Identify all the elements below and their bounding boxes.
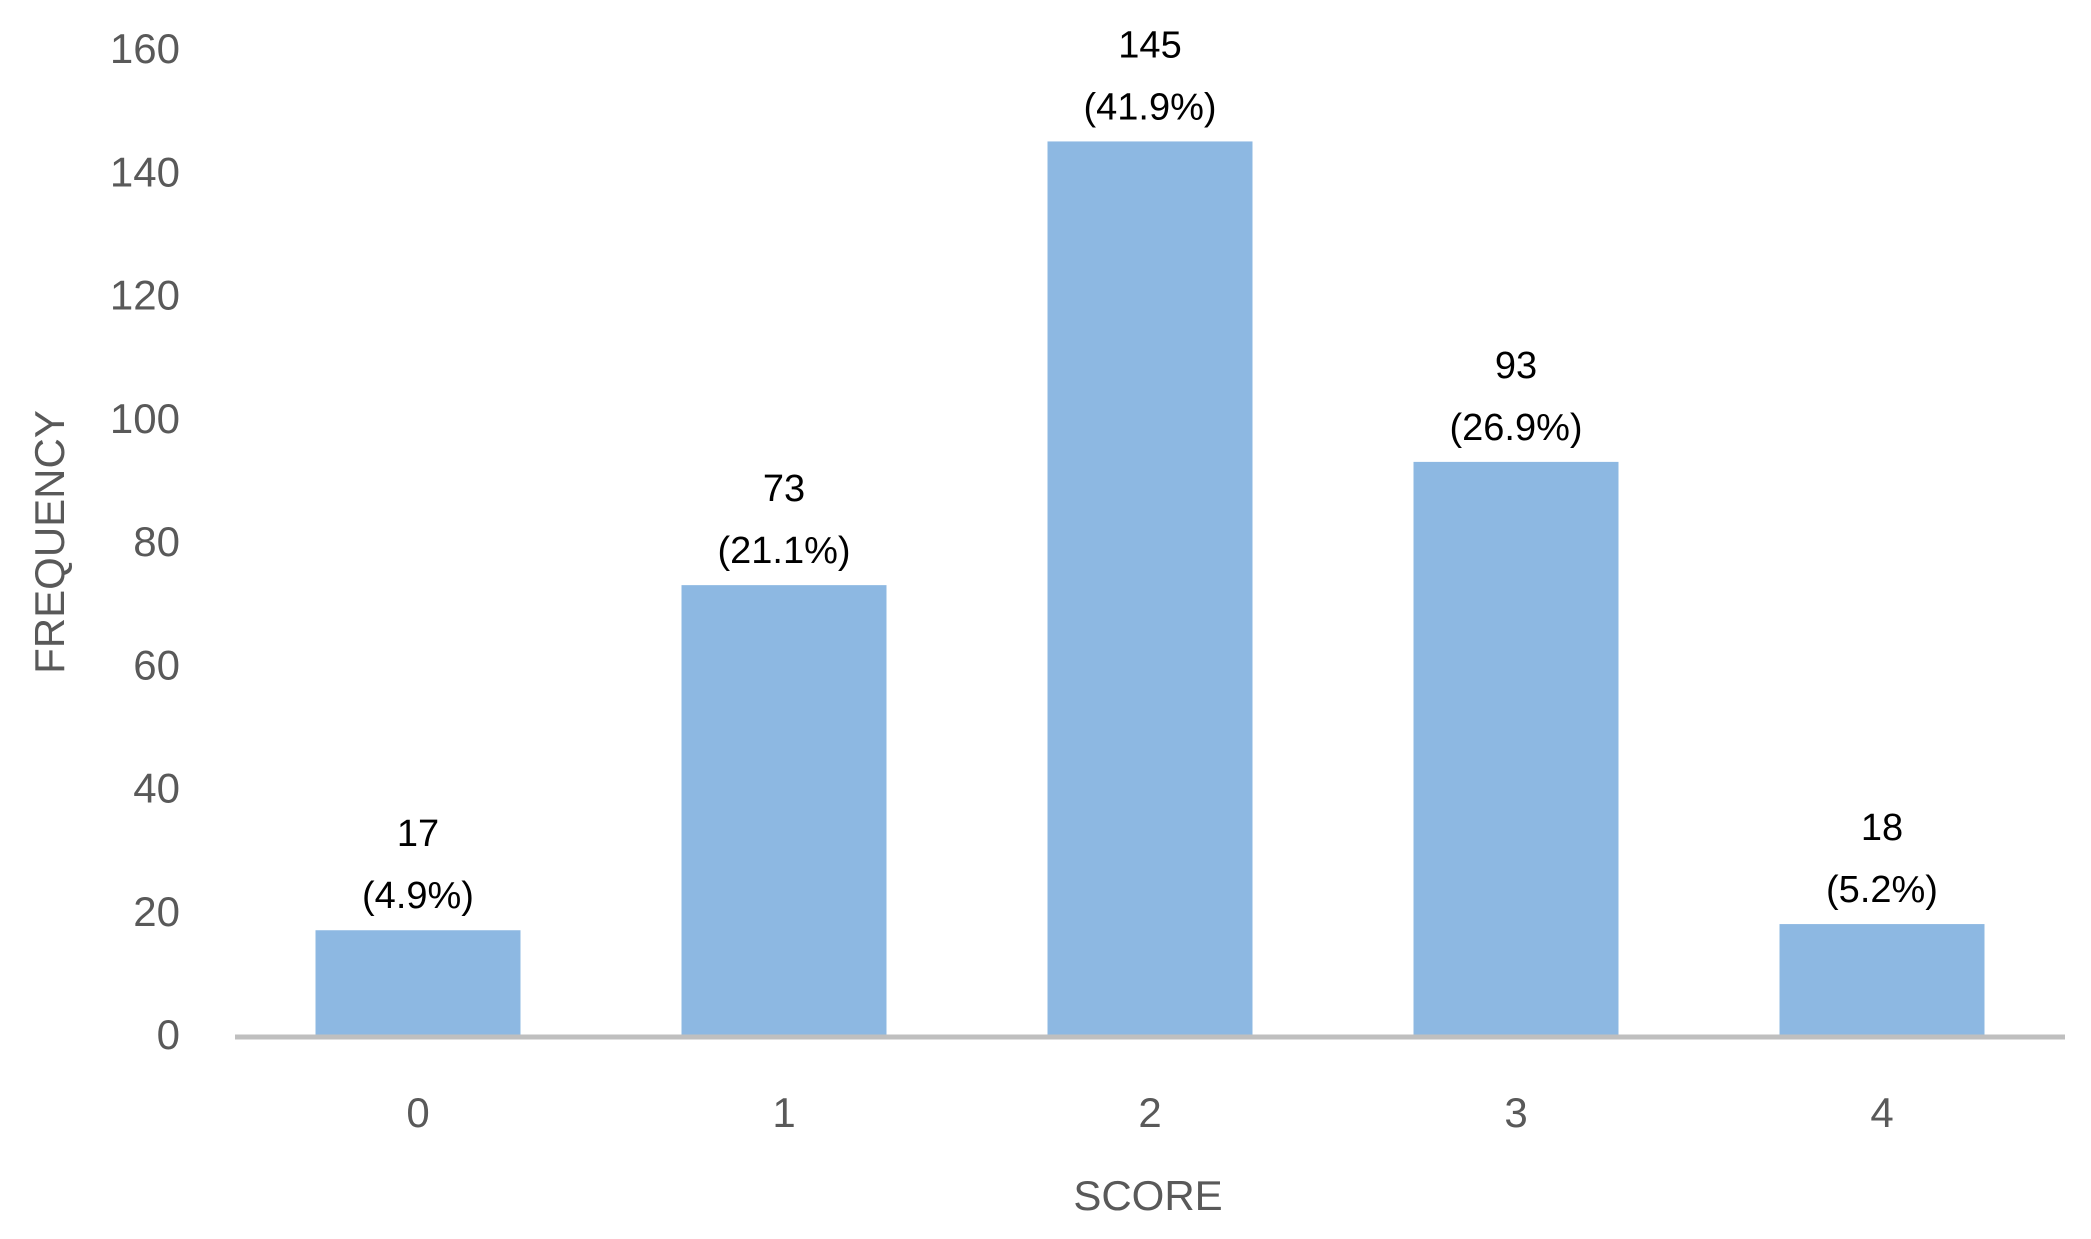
x-tick-label: 1 (772, 1089, 795, 1136)
x-axis-ticks: 0 1 2 3 4 (406, 1089, 1893, 1136)
bar-value-label: 73 (763, 468, 805, 510)
y-tick-label: 140 (110, 148, 180, 195)
y-axis-ticks: 0 20 40 60 80 100 120 140 160 (110, 25, 180, 1058)
y-tick-label: 20 (133, 888, 180, 935)
bars (315, 141, 1985, 1035)
bar-percent-label: (21.1%) (717, 530, 850, 572)
bar (1779, 924, 1985, 1035)
bar (1047, 141, 1253, 1035)
bar-value-label: 18 (1861, 807, 1903, 849)
bar-value-label: 145 (1118, 24, 1181, 66)
data-labels: 17 (4.9%) 73 (21.1%) 145 (41.9%) 93 (26.9%) 18 (5… (362, 24, 1938, 917)
y-tick-label: 160 (110, 25, 180, 72)
bar (315, 930, 521, 1035)
bar (1413, 461, 1619, 1035)
bar-percent-label: (26.9%) (1449, 407, 1582, 449)
x-tick-label: 0 (406, 1089, 429, 1136)
y-tick-label: 60 (133, 641, 180, 688)
bar-percent-label: (41.9%) (1083, 86, 1216, 128)
bar-value-label: 17 (397, 813, 439, 855)
x-axis-title: SCORE (1073, 1172, 1222, 1219)
x-tick-label: 4 (1870, 1089, 1893, 1136)
y-tick-label: 0 (157, 1011, 180, 1058)
x-tick-label: 2 (1138, 1089, 1161, 1136)
bar-value-label: 93 (1495, 345, 1537, 387)
x-tick-label: 3 (1504, 1089, 1527, 1136)
bar (681, 585, 887, 1035)
y-tick-label: 100 (110, 395, 180, 442)
bar-percent-label: (4.9%) (362, 875, 474, 917)
bar-percent-label: (5.2%) (1826, 869, 1938, 911)
y-tick-label: 80 (133, 518, 180, 565)
y-tick-label: 40 (133, 765, 180, 812)
y-tick-label: 120 (110, 272, 180, 319)
y-axis-title: FREQUENCY (26, 410, 73, 674)
